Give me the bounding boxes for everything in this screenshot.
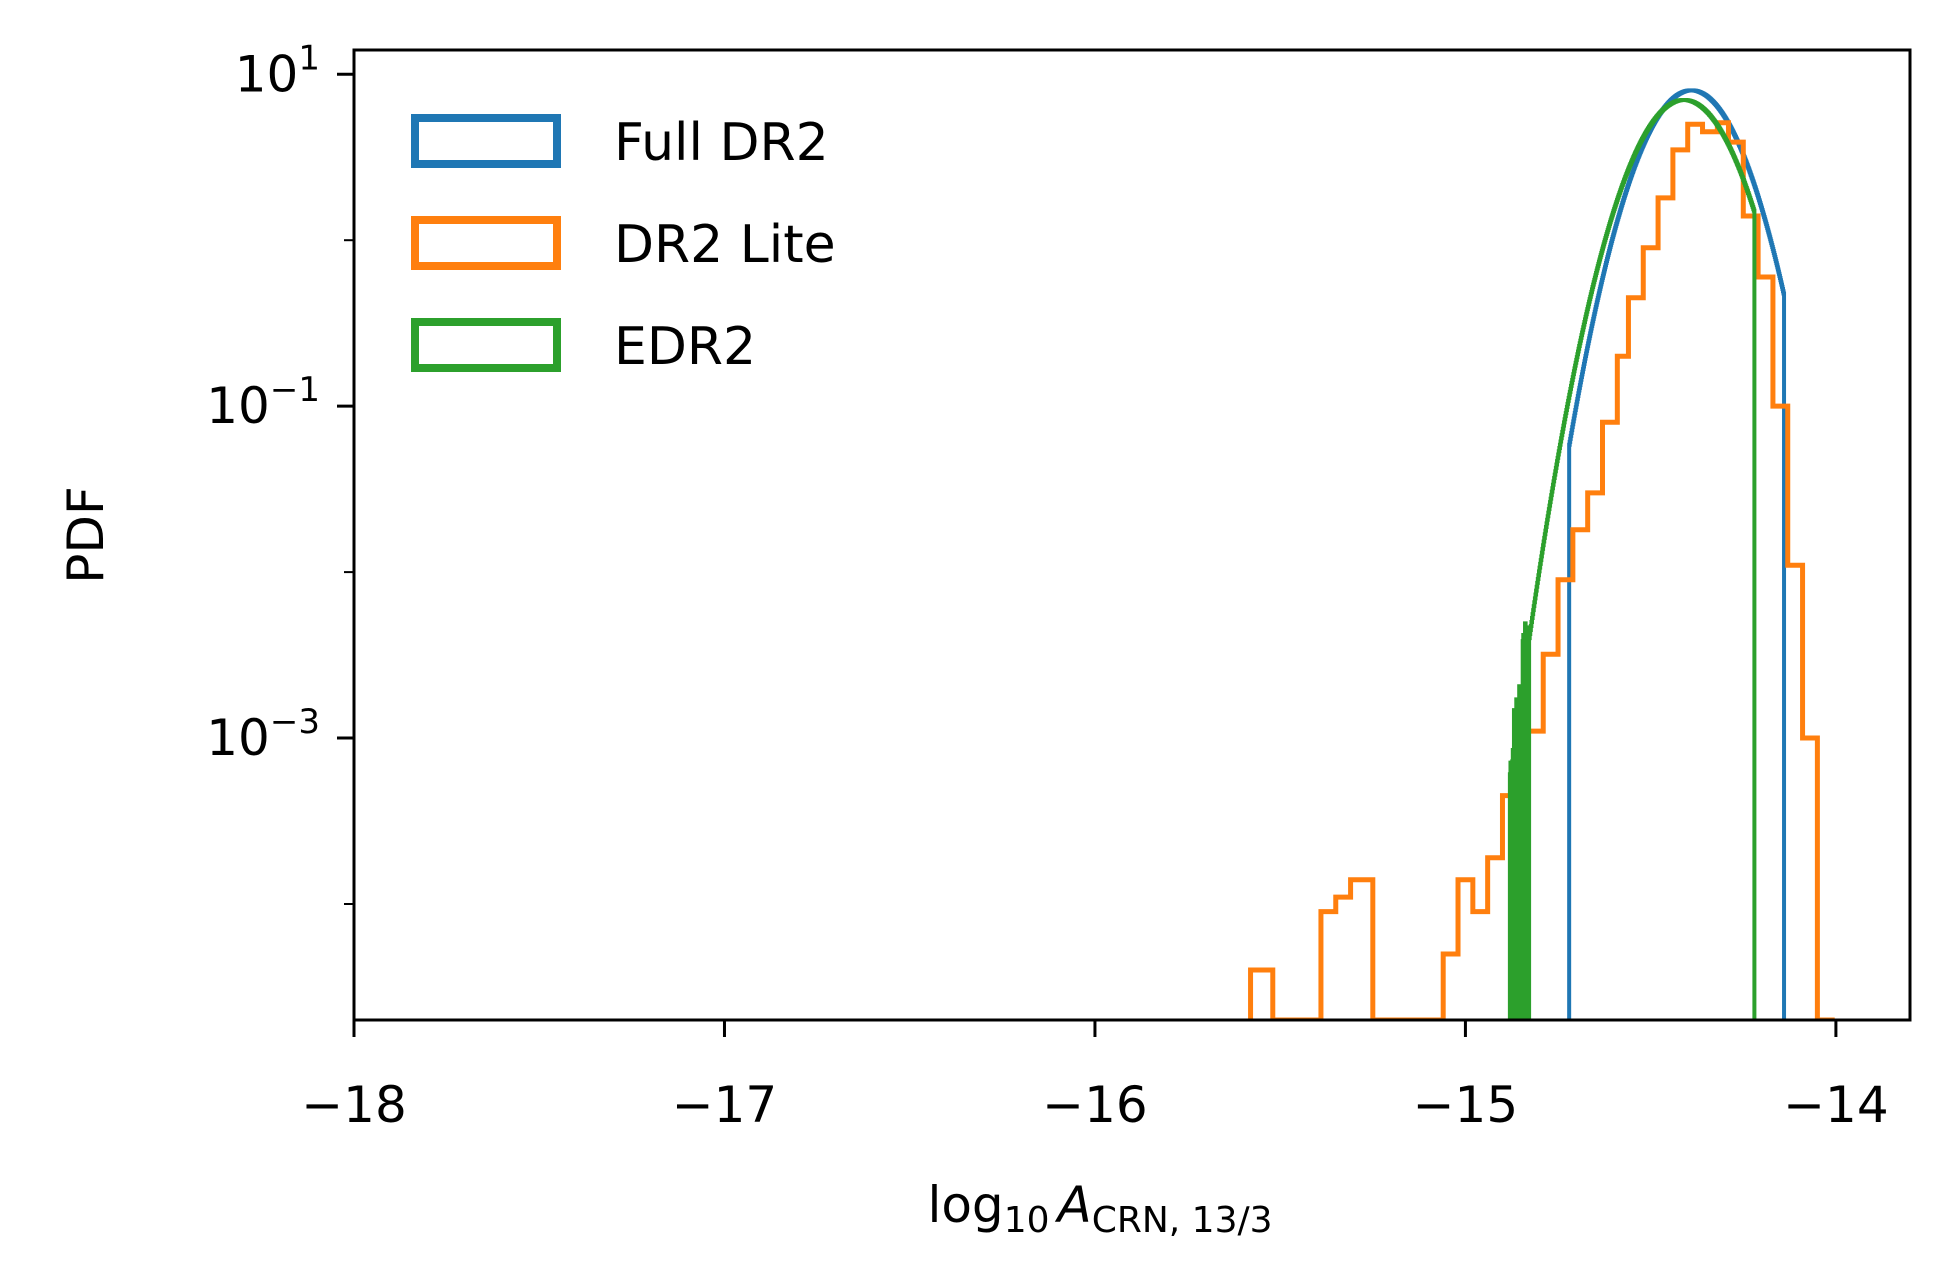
- legend-swatch-full-dr2: [411, 114, 561, 168]
- x-axis-label-sub-crn: CRN, 13/3: [1092, 1200, 1273, 1241]
- x-axis-label-sub-10: 10: [1004, 1200, 1050, 1241]
- legend-label-full-dr2: Full DR2: [614, 113, 829, 173]
- legend-item-edr2: EDR2: [411, 317, 756, 377]
- x-tick-label-4: −14: [1783, 1076, 1889, 1134]
- legend-swatch-edr2: [411, 318, 561, 372]
- y-tick-label-0: 101: [235, 38, 320, 103]
- y-tick-label-1: 10−1: [206, 370, 320, 435]
- x-tick-label-1: −17: [672, 1076, 778, 1134]
- y-axis-label: PDF: [57, 486, 115, 583]
- legend-item-full-dr2: Full DR2: [411, 113, 829, 173]
- x-axis-label-var: A: [1055, 1176, 1092, 1234]
- series-edr2-steps: [1507, 97, 1757, 1020]
- x-axis-label: log10 ACRN, 13/3: [927, 1176, 1272, 1241]
- y-tick-label-2: 10−3: [206, 702, 320, 767]
- legend-label-edr2: EDR2: [614, 317, 756, 377]
- plot-frame: [352, 48, 1912, 1022]
- legend-label-dr2-lite: DR2 Lite: [614, 215, 836, 275]
- x-axis: −18 −17 −16 −15 −14: [301, 1020, 1889, 1134]
- series-dr2-lite-steps: [1248, 120, 1835, 1020]
- x-tick-label-2: −16: [1042, 1076, 1148, 1134]
- y-axis: 101 10−1 10−3: [206, 38, 354, 906]
- legend-item-dr2-lite: DR2 Lite: [411, 215, 836, 275]
- legend: Full DR2 DR2 Lite EDR2: [411, 113, 836, 377]
- histogram-series: [1248, 88, 1835, 1020]
- series-full-dr2-steps: [1567, 88, 1787, 1020]
- x-tick-label-3: −15: [1413, 1076, 1519, 1134]
- x-axis-label-log: log: [927, 1176, 1003, 1234]
- legend-swatch-dr2-lite: [411, 216, 561, 270]
- x-tick-label-0: −18: [301, 1076, 407, 1134]
